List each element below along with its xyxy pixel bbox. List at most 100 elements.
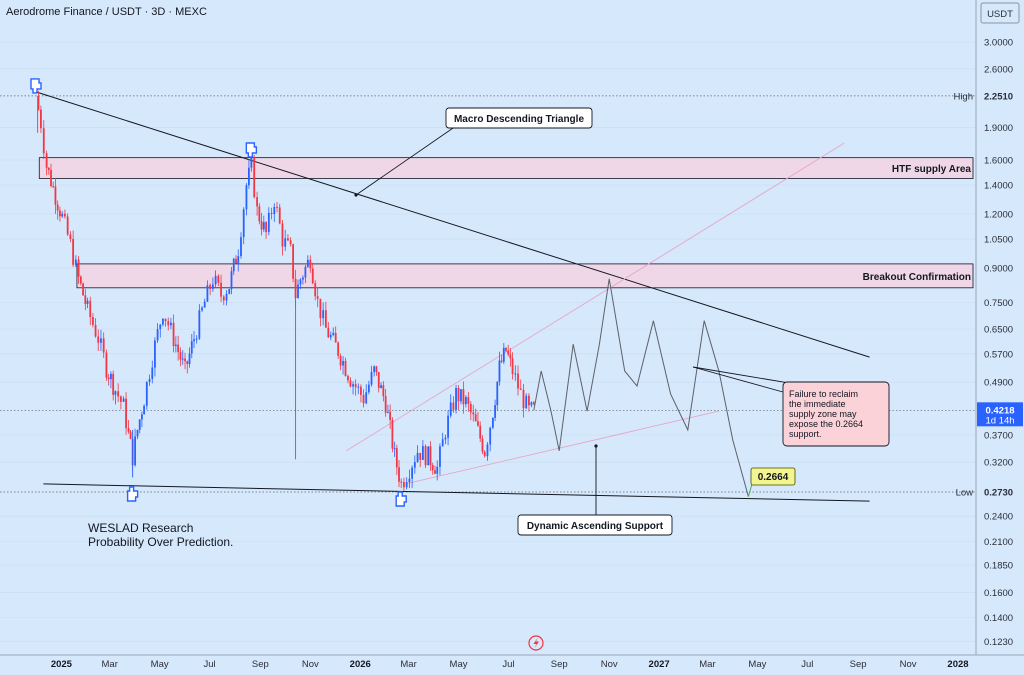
candle-body — [97, 336, 100, 343]
candle-body — [281, 223, 284, 247]
time-tick-label: Mar — [102, 659, 118, 670]
time-tick-label: Sep — [551, 659, 568, 670]
candle-body — [408, 478, 411, 483]
candle-body — [441, 439, 444, 447]
candle-body — [77, 259, 80, 277]
candle-body — [211, 284, 214, 289]
candle-body — [332, 332, 335, 336]
candle-body — [405, 482, 408, 488]
candle-body — [375, 366, 378, 373]
price-axis[interactable]: 3.0000 2.6000 1.9000 1.6000 1.4000 1.2000 1.05… — [977, 37, 1023, 648]
watermark-line1: WESLAD Research — [88, 521, 193, 535]
candle-body — [354, 384, 357, 388]
candle-body — [235, 258, 237, 264]
candle-body — [349, 380, 352, 387]
candle-body — [507, 350, 510, 355]
candle-body — [102, 338, 105, 353]
time-tick-label: May — [151, 659, 169, 670]
candle-body — [431, 465, 434, 471]
candle-body — [528, 395, 530, 406]
time-tick-label: Sep — [850, 659, 867, 670]
candle-body — [365, 392, 368, 404]
candle-body — [316, 296, 319, 299]
candle-body — [47, 167, 50, 171]
candle-body — [174, 344, 177, 347]
candle-body — [429, 446, 432, 466]
candle-body — [145, 381, 148, 406]
candle-body — [327, 327, 330, 338]
zone-box — [38, 157, 974, 179]
macro-triangle-callout-anchor — [354, 193, 358, 197]
ascending-support-box — [517, 514, 673, 536]
note-line: supply zone may — [789, 409, 857, 419]
pivot-marker-icon — [245, 142, 258, 158]
candle-body — [334, 332, 337, 343]
price-tick-label: 1.6000 — [984, 156, 1013, 167]
candle-body — [206, 285, 209, 302]
candle-body — [474, 414, 477, 422]
candle-body — [393, 448, 396, 450]
trendline-descending — [35, 91, 870, 358]
candle-body — [384, 396, 387, 413]
candle-body — [522, 389, 525, 409]
candle-body — [367, 384, 370, 393]
candle-body — [434, 470, 436, 474]
price-tick-label: 2.6000 — [984, 64, 1013, 75]
candle-body — [469, 403, 472, 413]
candle-body — [339, 355, 342, 366]
candle-body — [260, 221, 263, 230]
target-value: 0.2664 — [758, 472, 789, 483]
candle-body — [411, 467, 414, 479]
currency-button[interactable] — [980, 2, 1020, 24]
price-tick-label: 0.4900 — [984, 378, 1013, 389]
price-tick-label: 0.5700 — [984, 349, 1013, 360]
time-tick-label: Nov — [900, 659, 917, 670]
candle-body — [427, 446, 430, 466]
ascending-support-text: Dynamic Ascending Support — [527, 521, 664, 532]
candle-body — [517, 373, 519, 389]
candle-body — [311, 268, 314, 284]
candle-body — [59, 210, 61, 217]
projection — [533, 278, 749, 497]
price-tick-label: 1.4000 — [984, 181, 1013, 192]
candle-body — [54, 186, 57, 205]
candle-body — [112, 373, 115, 395]
candle-body — [479, 425, 482, 439]
candle-body — [267, 212, 270, 233]
candle-body — [421, 446, 424, 460]
candle-body — [464, 397, 467, 405]
price-tick-label: 3.0000 — [984, 37, 1013, 48]
candle-body — [156, 329, 159, 341]
candle-body — [170, 322, 172, 326]
time-axis[interactable]: 2025 Mar May Jul Sep Nov 2026 Mar May Jul Sep Nov 20… — [51, 659, 969, 670]
candle-body — [72, 238, 75, 265]
candle-body — [79, 276, 82, 284]
level-label: Low — [956, 488, 974, 499]
candle-body — [164, 318, 167, 322]
candle-body — [309, 259, 312, 269]
candle-body — [225, 293, 228, 301]
candle-body — [514, 373, 517, 375]
level-value: 0.2730 — [984, 488, 1013, 499]
candle-body — [125, 398, 127, 429]
candle-body — [519, 388, 522, 390]
candle-body — [188, 353, 191, 365]
lightning-icon[interactable] — [528, 635, 544, 651]
pivot-marker-icon — [126, 486, 139, 502]
candle-body — [148, 379, 151, 382]
time-tick-label: Jul — [801, 659, 813, 670]
projection-path — [533, 278, 749, 497]
candle-body — [284, 238, 287, 247]
candle-body — [398, 467, 400, 482]
candle-body — [292, 244, 295, 279]
candle-body — [344, 360, 347, 376]
candle-body — [273, 206, 276, 215]
candle-body — [297, 284, 299, 299]
candle-body — [228, 289, 231, 294]
candle-body — [181, 358, 184, 360]
candle-body — [198, 310, 201, 339]
candle-body — [127, 428, 130, 432]
candle-body — [250, 156, 253, 168]
